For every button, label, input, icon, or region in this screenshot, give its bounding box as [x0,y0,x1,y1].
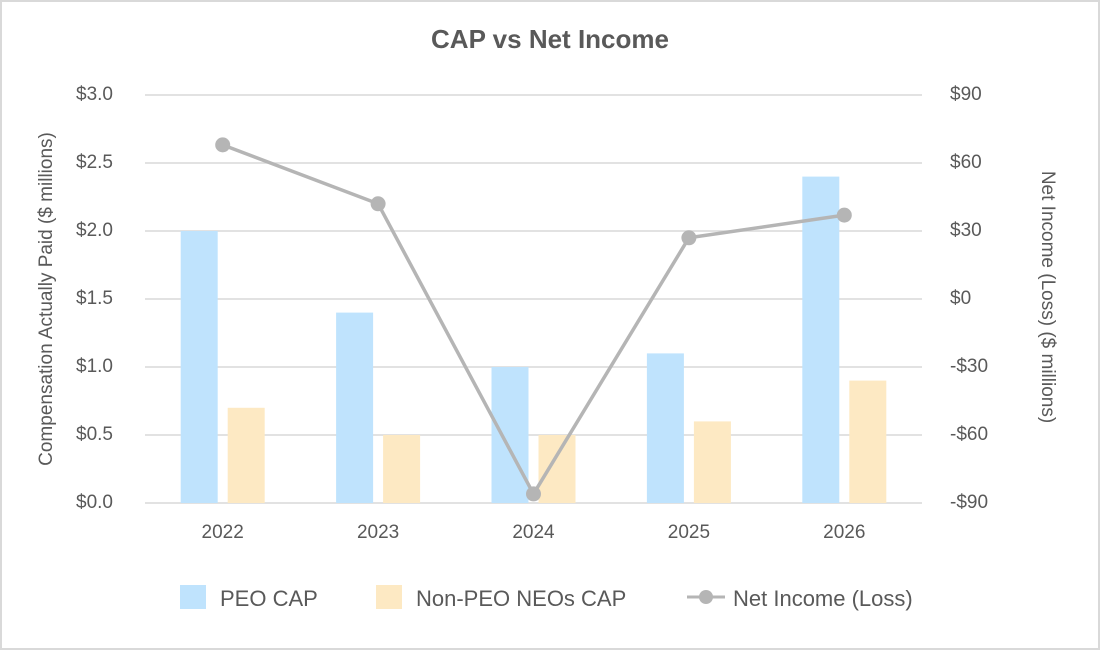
legend-swatch-non-peo-neos-cap [376,585,402,609]
x-tick-label: 2025 [668,522,710,543]
x-tick-label: 2026 [823,522,865,543]
left-tick-label: $3.0 [76,84,113,105]
left-tick-label: $2.0 [76,220,113,241]
bar-peo-cap [802,176,840,503]
bar-peo-cap [491,367,529,503]
right-tick-label: -$30 [950,356,988,377]
chart-title: CAP vs Net Income [431,24,669,54]
point-net-income [681,230,697,246]
bar-non-peo-neos-cap [849,380,887,503]
right-tick-label: $30 [950,220,982,241]
left-tick-label: $1.0 [76,356,113,377]
bar-peo-cap [646,353,684,503]
left-tick-label: $1.5 [76,288,113,309]
right-tick-label: -$60 [950,424,988,445]
point-net-income [215,137,231,153]
bar-non-peo-neos-cap [538,435,576,503]
right-tick-label: $60 [950,152,982,173]
bar-non-peo-neos-cap [227,407,265,503]
legend-line-icon [687,590,725,604]
x-tick-label: 2023 [357,522,399,543]
right-tick-label: $90 [950,84,982,105]
bar-peo-cap [180,231,218,503]
left-tick-label: $0.5 [76,424,113,445]
bar-non-peo-neos-cap [383,435,421,503]
legend-label-peo-cap: PEO CAP [220,586,318,611]
right-tick-label: -$90 [950,492,988,513]
right-tick-label: $0 [950,288,971,309]
left-tick-label: $2.5 [76,152,113,173]
bar-peo-cap [336,312,374,503]
point-net-income [836,207,852,223]
bar-non-peo-neos-cap [693,421,731,503]
legend-label-non-peo-neos-cap: Non-PEO NEOs CAP [416,586,627,611]
x-tick-label: 2022 [202,522,244,543]
point-net-income [526,486,541,502]
legend-swatch-peo-cap [180,585,206,609]
legend-label-net-income: Net Income (Loss) [733,586,913,611]
point-net-income [370,196,386,212]
line-net-income [222,143,845,498]
left-tick-label: $0.0 [76,492,113,513]
legend: PEO CAP Non-PEO NEOs CAP Net Income (Los… [0,583,1100,613]
x-tick-label: 2024 [512,522,555,543]
